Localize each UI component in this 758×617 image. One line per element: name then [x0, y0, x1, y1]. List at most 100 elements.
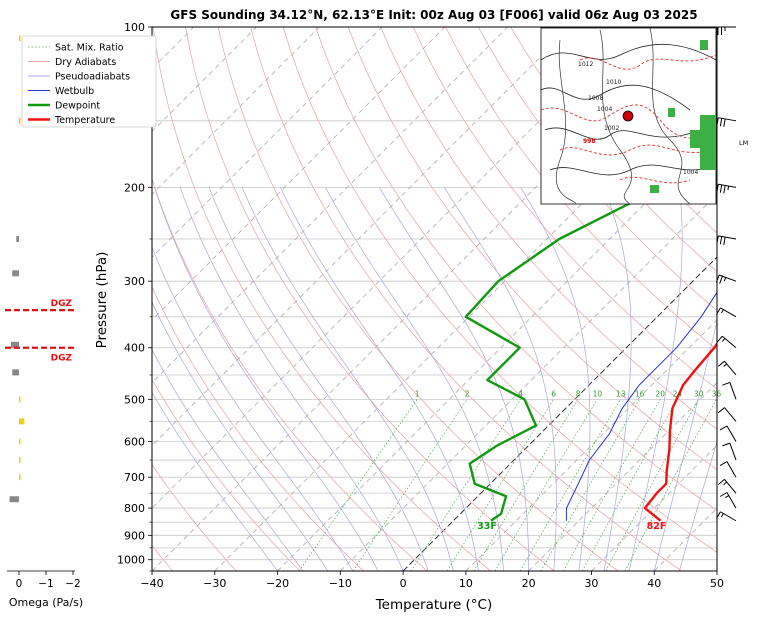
omega-panel: 0 −1 −2 DGZ DGZ: [5, 35, 81, 590]
barb-half: [725, 495, 729, 498]
x-axis-label: Temperature (°C): [375, 597, 493, 613]
isobar-label: 1004: [683, 169, 698, 176]
isotherm-line: [152, 27, 508, 384]
legend-label: Dry Adiabats: [55, 57, 116, 68]
isotherm-line: [465, 319, 717, 571]
omega-bar: [16, 235, 19, 242]
isobar-label: 1004: [597, 106, 612, 113]
dry-adiabat: [738, 27, 758, 571]
x-tick-label: 20: [522, 577, 536, 590]
barb-flag: [719, 118, 723, 127]
pseudoadiabat: [653, 319, 717, 571]
wind-barb: [719, 425, 737, 442]
x-tick-label: −40: [140, 577, 163, 590]
wind-barb: [715, 307, 737, 318]
pseudoadiabat: [444, 187, 557, 571]
isotherm-line: [528, 382, 717, 571]
barb-flag: [719, 236, 723, 245]
barb-staff: [720, 511, 737, 522]
pseudoadiabat: [280, 187, 479, 571]
omega-bar: [9, 496, 19, 503]
mixing-ratio-line: [605, 399, 700, 571]
surface-value-label: 82F: [647, 521, 667, 532]
isobar-label: 1012: [578, 61, 593, 68]
mixing-ratio-label: 6: [551, 389, 556, 398]
series-wetbulb: [565, 291, 717, 521]
x-tick-label: 50: [710, 577, 724, 590]
isotherm-line: [152, 27, 320, 195]
dry-adiabat: [510, 27, 717, 273]
y-tick-label: 300: [124, 275, 145, 288]
dgz-label: DGZ: [51, 354, 73, 364]
isotherm-line: [716, 570, 717, 571]
mixing-ratio-label: 13: [616, 389, 626, 398]
omega-tick-label: −2: [65, 578, 80, 590]
wind-barb: [715, 274, 737, 284]
mixing-ratio-label: 24: [673, 389, 683, 398]
omega-bar: [19, 457, 21, 464]
x-tick-label: −30: [203, 577, 226, 590]
y-tick-label: 1000: [117, 554, 145, 567]
mixing-ratio-label: 8: [576, 389, 581, 398]
y-tick-label: 600: [124, 436, 145, 449]
omega-bar: [19, 117, 21, 124]
barb-flag: [719, 184, 723, 193]
wind-barb: [719, 461, 737, 478]
y-tick-label: 500: [124, 393, 145, 406]
x-tick-label: −20: [266, 577, 289, 590]
wind-barbs: [715, 26, 737, 522]
barb-staff: [726, 461, 737, 478]
pseudoadiabat: [520, 187, 591, 571]
dry-adiabat: [185, 27, 555, 571]
dry-adiabat: [282, 27, 717, 553]
isobar-label: 1002: [604, 125, 619, 132]
barb-flag: [723, 118, 726, 127]
barb-flag: [716, 335, 723, 343]
barb-flag: [716, 117, 719, 126]
isotherm-line: [152, 27, 383, 258]
y-tick-label: 700: [124, 471, 145, 484]
barb-half: [723, 363, 728, 367]
barb-staff: [721, 335, 737, 349]
barb-flag: [722, 442, 731, 447]
mixing-ratio-label: 20: [655, 389, 665, 398]
barb-half: [721, 309, 724, 314]
isotherm-line: [591, 444, 717, 571]
dgz-label: DGZ: [51, 299, 73, 309]
wind-barb: [716, 183, 737, 194]
omega-axis-label: Omega (Pa/s): [9, 596, 83, 609]
mixing-ratio-labels: 1 2 4 6 8 10 13 16 20 24 30 36: [415, 389, 722, 398]
barb-flag: [717, 407, 725, 414]
y-tick-label: 800: [124, 502, 145, 515]
wind-barb: [716, 117, 737, 127]
pseudoadiabat: [379, 187, 530, 571]
x-tick-label: 30: [584, 577, 598, 590]
barb-flag: [715, 274, 720, 283]
mixing-ratio-label: 1: [415, 389, 420, 398]
barb-flag: [717, 478, 725, 485]
pseudoadiabat: [208, 187, 429, 571]
barb-staff: [729, 442, 737, 461]
barb-flag: [719, 461, 728, 467]
barb-flag: [716, 184, 719, 193]
barb-staff: [726, 492, 737, 509]
pseudoadiabat: [154, 187, 379, 571]
x-tick-label: −10: [329, 577, 352, 590]
barb-flag: [719, 425, 728, 431]
mixing-ratio-label: 10: [593, 389, 603, 398]
omega-bar: [19, 396, 21, 403]
x-tick-label: 0: [400, 577, 407, 590]
omega-bar: [19, 438, 21, 445]
wind-barb: [722, 381, 737, 400]
y-tick-label: 100: [124, 21, 145, 34]
pseudoadiabat: [678, 440, 717, 571]
chart-title: GFS Sounding 34.12°N, 62.13°E Init: 00z …: [170, 8, 697, 22]
isotherm-line: [152, 27, 446, 321]
barb-flag: [716, 235, 719, 244]
side-label: LM: [739, 139, 748, 147]
omega-bar: [19, 418, 25, 425]
barb-half: [723, 277, 727, 282]
mixing-ratio-line: [298, 399, 418, 571]
wind-barb: [716, 335, 737, 349]
mixing-ratio-label: 2: [465, 389, 470, 398]
